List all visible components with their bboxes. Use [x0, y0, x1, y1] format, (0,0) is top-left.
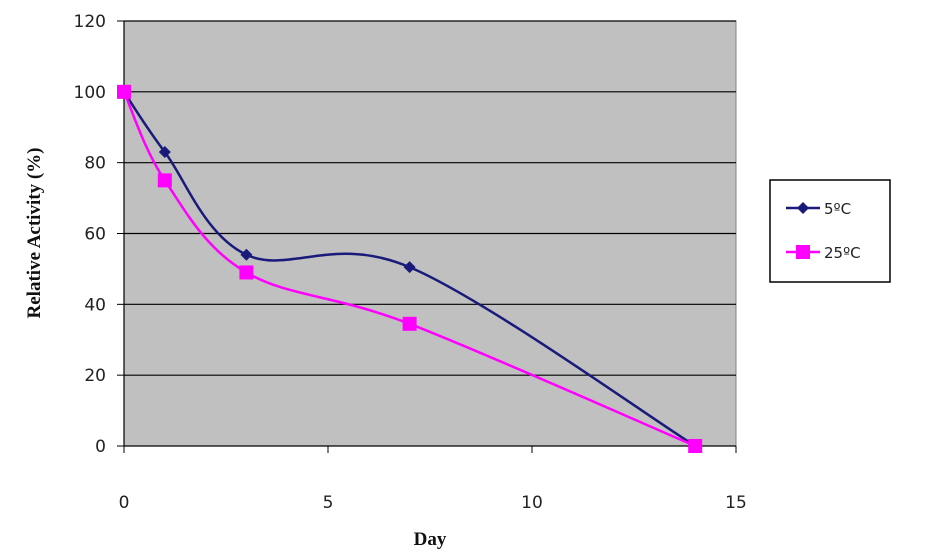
legend: 5ºC 25ºC — [769, 179, 891, 283]
data-point-1-1 — [157, 173, 172, 188]
data-point-1-3 — [402, 316, 417, 331]
data-point-1-4 — [688, 439, 703, 453]
legend-box — [769, 179, 891, 283]
legend-items: 5ºC 25ºC — [786, 200, 861, 262]
x-axis-ticks: 0 5 10 15 — [119, 446, 747, 513]
x-tick-label: 10 — [521, 493, 543, 513]
y-tick-label: 20 — [84, 366, 106, 386]
data-point-0-1 — [158, 146, 171, 159]
y-tick-label: 0 — [95, 437, 106, 457]
y-axis-title: Relative Activity (%) — [24, 148, 45, 319]
legend-marker-1 — [796, 245, 810, 259]
x-tick-label: 5 — [323, 493, 334, 513]
y-tick-label: 40 — [84, 295, 106, 315]
legend-label-1: 25ºC — [824, 244, 861, 262]
legend-label-0: 5ºC — [824, 200, 851, 218]
legend-marker-0 — [797, 202, 809, 214]
y-tick-label: 100 — [74, 83, 106, 103]
y-tick-label: 80 — [84, 154, 106, 174]
x-axis-title: Day — [414, 529, 447, 550]
data-point-1-0 — [117, 84, 131, 99]
data-point-0-2 — [240, 248, 253, 261]
series-layer — [117, 84, 703, 453]
x-tick-label: 15 — [725, 493, 747, 513]
x-tick-label: 0 — [119, 493, 130, 513]
y-tick-label: 60 — [84, 225, 106, 245]
y-tick-label: 120 — [74, 12, 106, 32]
data-point-0-3 — [403, 261, 416, 274]
data-point-1-2 — [239, 265, 254, 280]
y-axis-ticks: 0 20 40 60 80 100 120 — [74, 12, 124, 457]
gridlines — [124, 20, 736, 376]
